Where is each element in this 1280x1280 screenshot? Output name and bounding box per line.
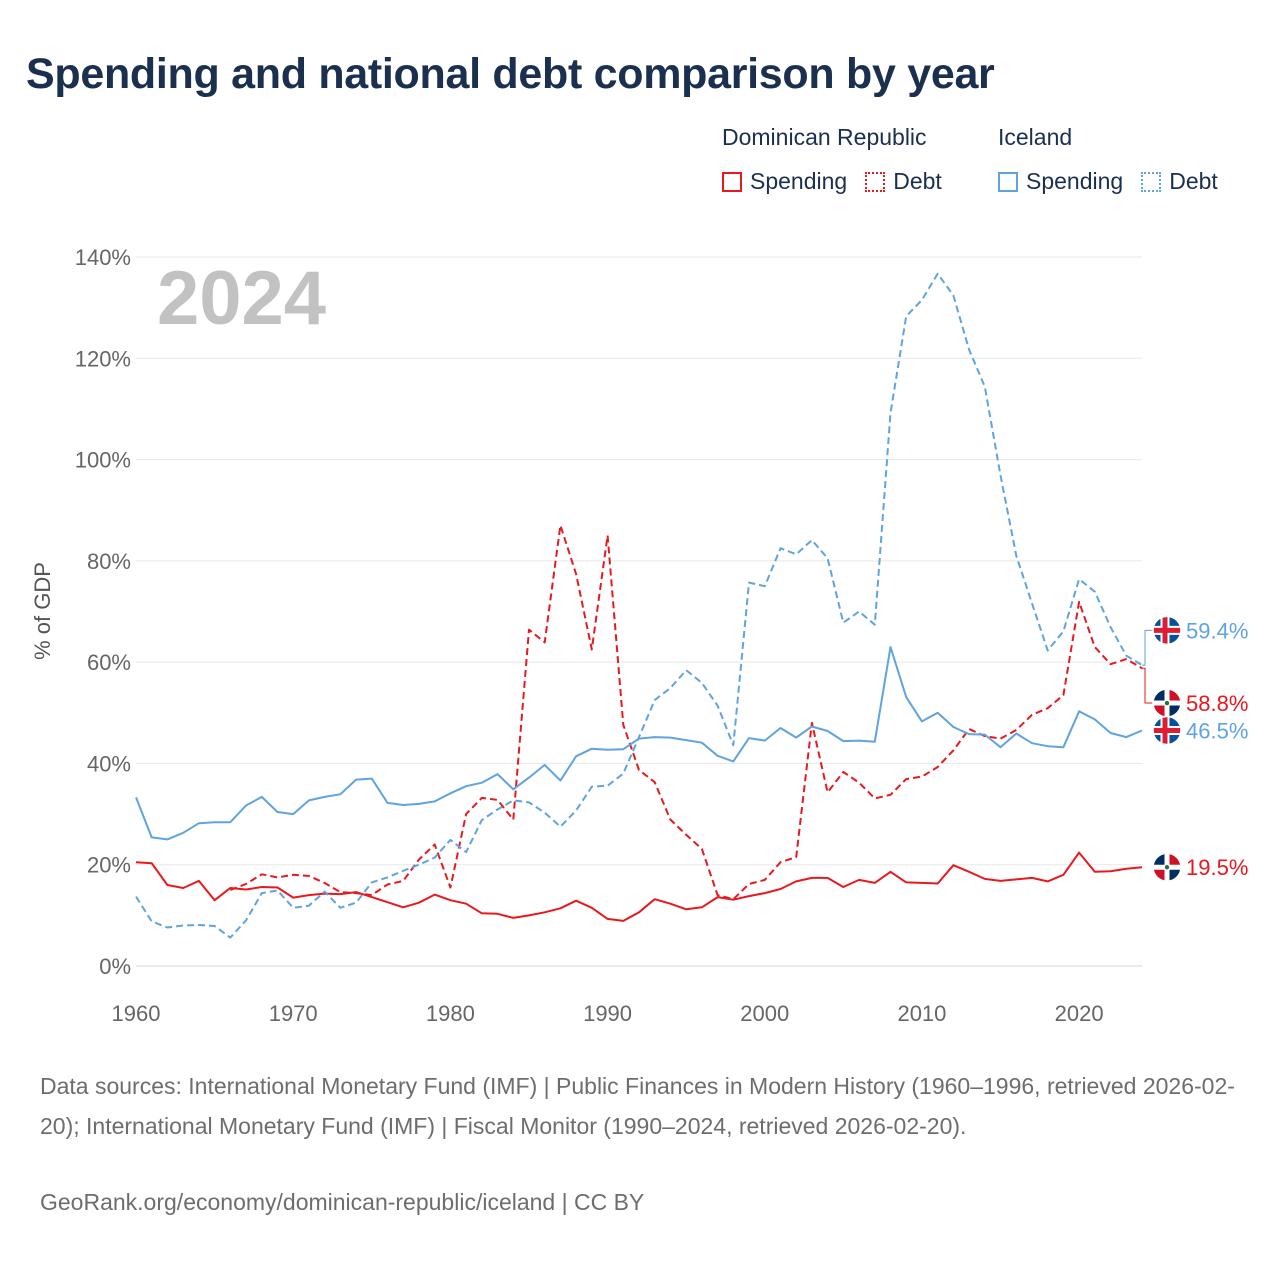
chart-title: Spending and national debt comparison by… [26,50,995,98]
legend-swatch-solid [722,171,742,192]
y-tick-label: 120% [75,346,131,371]
legend-item-dr-debt[interactable]: Debt [865,168,942,195]
end-value-label: 59.4% [1186,618,1248,643]
end-label-iceland-debt: 59.4% [1142,615,1248,666]
y-tick-label: 0% [99,954,131,979]
series-line [229,524,1143,901]
end-label-dominican-republic-debt: 58.8% [1142,667,1248,718]
y-tick-label: 100% [75,448,131,473]
y-tick-label: 20% [87,853,131,878]
x-tick-label: 1990 [583,1001,632,1026]
legend-item-dr-spending[interactable]: Spending [722,168,847,195]
x-tick-label: 2000 [740,1001,789,1026]
legend-group-dominican-republic: Dominican Republic Spending Debt [722,124,960,195]
legend-item-is-spending[interactable]: Spending [998,168,1123,195]
x-tick-label: 1970 [269,1001,318,1026]
dominican-republic-flag-icon [1152,852,1182,882]
end-label-iceland-spending: 46.5% [1152,715,1248,746]
dominican-republic-flag-icon [1152,688,1182,718]
y-tick-label: 140% [75,245,131,270]
legend-swatch-solid [998,171,1018,192]
x-axis-ticks: 1960 1970 1980 1990 2000 2010 2020 [112,1001,1104,1026]
series-line [135,646,1143,841]
legend-country: Iceland [998,124,1073,150]
end-value-label: 58.8% [1186,691,1248,716]
legend-label: Debt [893,168,942,194]
legend-swatch-dotted [1141,171,1162,192]
data-sources-note: Data sources: International Monetary Fun… [40,1073,1235,1139]
legend-group-iceland: Iceland Spending Debt [998,124,1236,195]
legend-label: Spending [1026,168,1124,194]
legend-country: Dominican Republic [722,124,927,150]
series-line [135,272,1143,939]
year-watermark: 2024 [157,256,326,341]
end-value-label: 46.5% [1186,719,1248,744]
leader-line [1142,667,1154,704]
x-tick-label: 2010 [897,1001,946,1026]
legend-item-is-debt[interactable]: Debt [1141,168,1218,195]
end-value-label: 19.5% [1186,855,1248,880]
y-axis-ticks: 0% 20% 40% 60% 80% 100% 120% 140% [75,245,131,979]
y-axis-label: % of GDP [30,562,55,660]
iceland-flag-icon [1152,615,1182,646]
leader-line [1142,629,1154,666]
iceland-flag-icon [1152,715,1182,746]
y-tick-label: 80% [87,549,131,574]
series-lines [135,272,1143,939]
legend-label: Debt [1169,168,1218,194]
series-line [135,851,1143,922]
end-label-dominican-republic-spending: 19.5% [1152,852,1248,882]
y-tick-label: 60% [87,650,131,675]
grid-lines [136,256,1142,967]
legend-label: Spending [750,168,848,194]
credit-link[interactable]: GeoRank.org/economy/dominican-republic/i… [40,1189,645,1215]
end-labels: 19.5% 58.8% 46.5% 59.4% [1142,615,1248,882]
x-tick-label: 2020 [1055,1001,1104,1026]
x-tick-label: 1960 [112,1001,161,1026]
x-tick-label: 1980 [426,1001,475,1026]
y-tick-label: 40% [87,751,131,776]
legend-swatch-dotted [865,171,886,192]
